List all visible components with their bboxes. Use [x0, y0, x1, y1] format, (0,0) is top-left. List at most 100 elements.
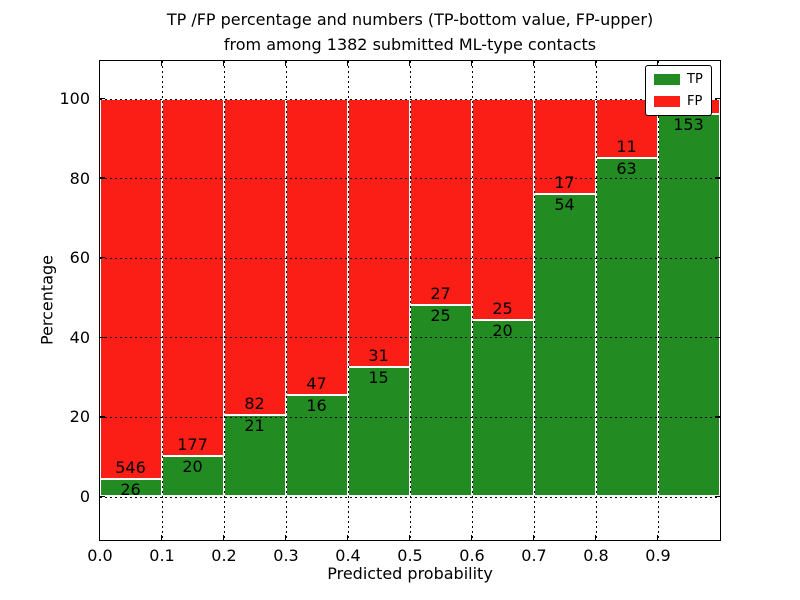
tp-count-label: 15	[368, 367, 389, 387]
tp-count-label: 20	[182, 456, 203, 476]
tp-count-label: 54	[554, 194, 575, 214]
legend: TP FP	[645, 65, 712, 116]
x-axis-tick-top	[532, 60, 535, 66]
fp-bar-segment	[471, 98, 534, 320]
tp-count-label: 21	[244, 416, 265, 436]
y-axis-tick-right	[714, 97, 720, 100]
fp-count-label: 177	[177, 434, 208, 454]
fp-bar-segment	[409, 98, 472, 306]
v-gridline	[161, 60, 163, 540]
x-axis-tick	[594, 534, 597, 540]
tp-count-label: 20	[492, 320, 513, 340]
x-tick-label: 0.7	[521, 546, 547, 565]
legend-label-tp: TP	[687, 72, 703, 87]
tp-bar-segment	[161, 455, 224, 497]
chart-title-line2: from among 1382 submitted ML-type contac…	[223, 35, 597, 54]
legend-item-fp: FP	[654, 95, 703, 108]
x-tick-label: 0.8	[583, 546, 609, 565]
fp-bar-segment	[161, 98, 224, 456]
y-tick-label: 20	[69, 407, 90, 427]
tp-count-label: 153	[673, 114, 704, 134]
tp-color-swatch	[654, 74, 680, 85]
x-axis-tick-top	[284, 60, 287, 66]
x-tick-label: 0.0	[87, 546, 113, 565]
fp-count-label: 25	[492, 298, 513, 318]
y-axis-tick-right	[714, 416, 720, 418]
y-tick-label: 100	[59, 89, 90, 108]
fp-bar-segment	[285, 98, 348, 396]
x-axis-tick-top	[98, 60, 101, 66]
x-axis-tick	[346, 534, 349, 540]
fp-count-label: 11	[616, 136, 637, 156]
plot-area: 546 26 177 20 82 21 47 16 31 15 27 25 25 20 17 54 11 63 15…	[98, 59, 721, 541]
x-axis-tick	[470, 534, 473, 540]
x-axis-tick	[160, 534, 163, 540]
x-axis-tick	[98, 534, 101, 540]
tp-count-label: 26	[120, 479, 141, 499]
x-tick-label: 0.5	[397, 546, 423, 565]
tp-bar-segment	[409, 305, 472, 497]
v-gridline	[471, 60, 473, 540]
x-tick-label: 0.6	[459, 546, 485, 565]
fp-color-swatch	[654, 96, 680, 107]
x-axis-label: Predicted probability	[327, 564, 493, 583]
tp-bar-segment	[99, 478, 162, 497]
v-gridline	[595, 60, 597, 540]
x-axis-tick-top	[594, 60, 597, 66]
x-tick-label: 0.4	[335, 546, 361, 565]
tp-bar-segment	[595, 157, 658, 497]
x-axis-tick	[222, 534, 225, 540]
y-tick-label: 0	[79, 487, 90, 506]
x-axis-tick-top	[346, 60, 349, 66]
y-axis-tick	[99, 336, 105, 339]
y-axis-tick-right	[714, 256, 720, 259]
v-gridline	[223, 60, 225, 540]
y-axis-tick	[99, 416, 105, 418]
x-axis-tick	[532, 534, 535, 540]
tp-bar-segment	[471, 319, 534, 497]
tp-count-label: 63	[616, 158, 637, 178]
y-axis-tick	[99, 97, 105, 100]
y-axis-tick	[99, 495, 105, 498]
legend-item-tp: TP	[654, 73, 703, 86]
x-tick-label: 0.3	[273, 546, 299, 565]
v-gridline	[347, 60, 349, 540]
x-axis-tick-top	[160, 60, 163, 66]
tp-count-label: 25	[430, 306, 451, 326]
legend-label-fp: FP	[687, 94, 703, 109]
v-gridline	[533, 60, 535, 540]
y-tick-label: 40	[69, 327, 90, 347]
x-tick-label: 0.9	[645, 546, 671, 565]
fp-bar-segment	[99, 98, 162, 479]
y-tick-label: 60	[69, 248, 90, 268]
tp-bar-segment	[657, 113, 720, 497]
fp-count-label: 27	[430, 284, 451, 304]
v-gridline	[285, 60, 287, 540]
x-tick-label: 0.2	[211, 546, 237, 565]
fp-count-label: 31	[368, 345, 389, 365]
y-axis-tick	[99, 256, 105, 259]
v-gridline	[409, 60, 411, 540]
fp-count-label: 17	[554, 172, 575, 192]
x-axis-tick-top	[656, 60, 659, 66]
v-gridline	[657, 60, 659, 540]
fp-bar-segment	[347, 98, 410, 367]
x-axis-tick-top	[470, 60, 473, 66]
fp-bar-segment	[223, 98, 286, 416]
chart-title: TP /FP percentage and numbers (TP-bottom…	[90, 7, 730, 57]
y-axis-tick-right	[714, 336, 720, 339]
y-axis-tick-right	[714, 495, 720, 498]
x-axis-tick	[408, 534, 411, 540]
fp-count-label: 546	[115, 457, 146, 477]
x-axis-tick-top	[222, 60, 225, 66]
fp-count-label: 47	[306, 374, 327, 394]
fp-count-label: 82	[244, 394, 265, 414]
chart-title-line1: TP /FP percentage and numbers (TP-bottom…	[166, 10, 654, 29]
y-tick-label: 80	[69, 168, 90, 188]
y-axis-tick	[99, 177, 105, 179]
x-axis-tick	[656, 534, 659, 540]
y-axis-tick-right	[714, 177, 720, 179]
tp-bar-segment	[533, 193, 596, 497]
tp-bar-segment	[223, 415, 286, 497]
